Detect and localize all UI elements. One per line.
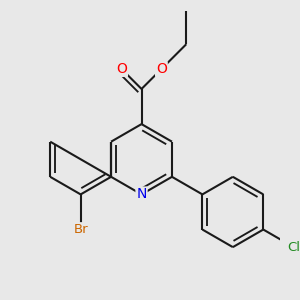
Text: Br: Br bbox=[73, 223, 88, 236]
Text: O: O bbox=[116, 62, 127, 76]
Text: O: O bbox=[156, 62, 167, 76]
Text: N: N bbox=[136, 188, 147, 201]
Text: Cl: Cl bbox=[287, 241, 300, 254]
